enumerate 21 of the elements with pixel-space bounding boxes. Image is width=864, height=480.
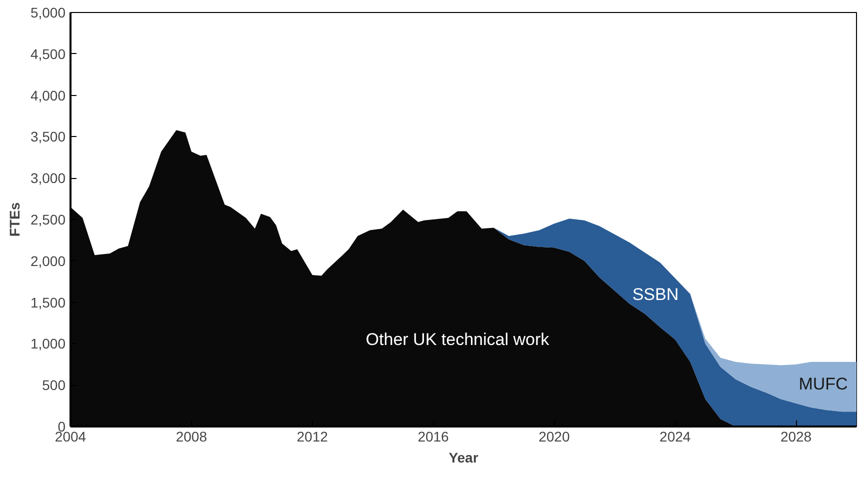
- y-tick-label: 2,000: [30, 252, 66, 269]
- y-tick-label: 4,500: [30, 46, 66, 62]
- y-tick-label: 1,000: [30, 336, 66, 352]
- y-axis-title: FTEs: [6, 202, 22, 237]
- x-tick-label: 2008: [176, 428, 208, 444]
- x-tick-label: 2024: [660, 428, 691, 444]
- y-tick-label: 4,000: [30, 87, 66, 104]
- x-tick-label: 2016: [418, 428, 450, 444]
- x-tick-label: 2012: [296, 428, 328, 444]
- series-label: Other UK technical work: [366, 330, 550, 349]
- y-tick-label: 3,500: [30, 128, 66, 145]
- y-tick-label: 5,000: [30, 4, 66, 20]
- series-label: SSBN: [632, 284, 679, 304]
- y-tick-label: 500: [42, 377, 66, 394]
- y-tick-label: 3,000: [30, 170, 66, 186]
- series-label: MUFC: [798, 374, 848, 394]
- x-tick-label: 2028: [780, 428, 812, 444]
- x-tick-label: 2020: [538, 428, 570, 444]
- x-axis-title: Year: [448, 450, 479, 466]
- y-tick-label: 2,500: [30, 212, 66, 228]
- y-tick-label: 1,500: [30, 294, 66, 310]
